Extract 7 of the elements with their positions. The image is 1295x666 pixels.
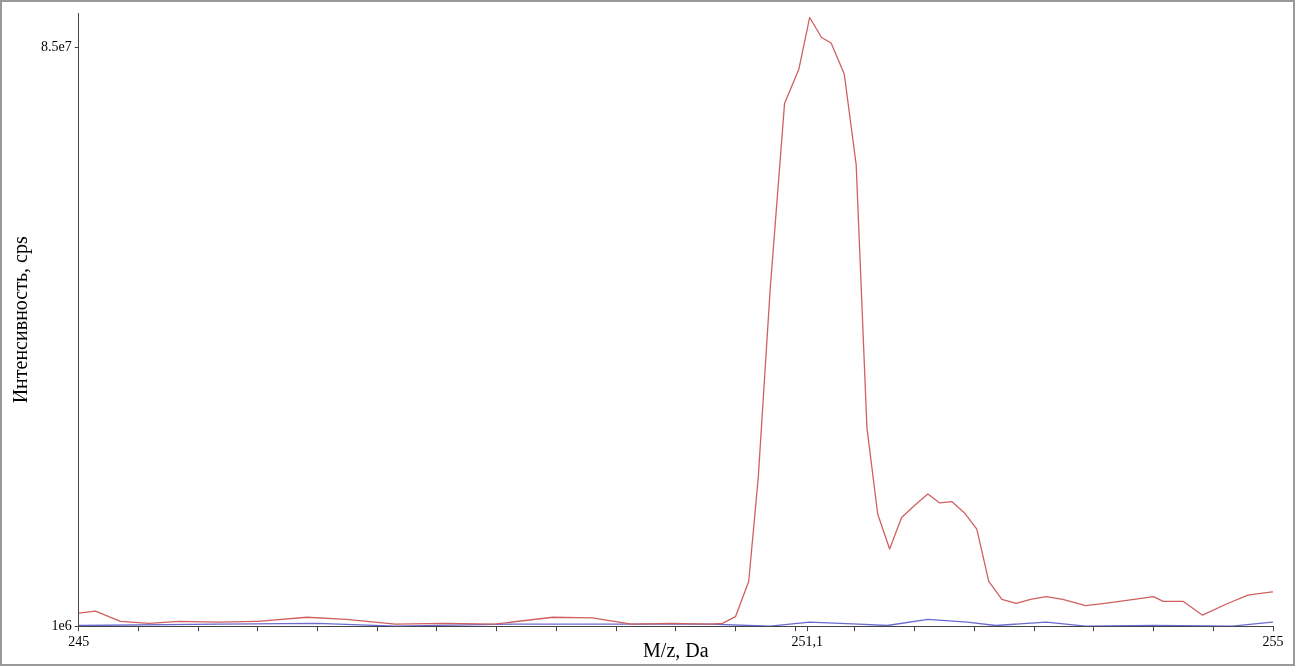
x-tick-label: 245 [68,634,90,650]
x-tick-label: 251,1 [791,634,823,650]
y-axis-title: Интенсивность, cps [9,236,33,404]
x-tick-label: 255 [1262,634,1284,650]
y-tick-label: 1e6 [51,617,72,633]
x-axis-title: M/z, Da [643,639,709,662]
y-tick-label: 8.5e7 [41,39,72,55]
